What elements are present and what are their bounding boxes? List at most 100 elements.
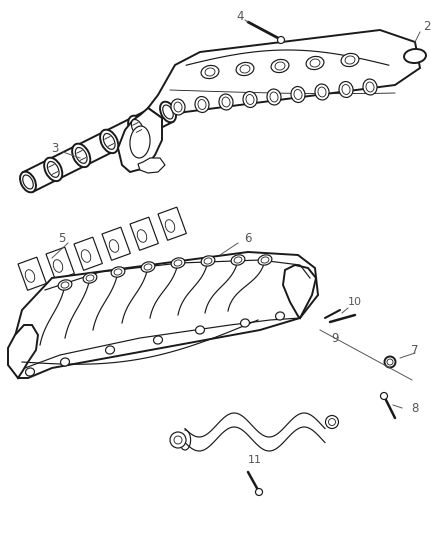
Ellipse shape <box>47 161 59 177</box>
Ellipse shape <box>342 85 350 94</box>
Ellipse shape <box>310 59 320 67</box>
Polygon shape <box>138 158 165 173</box>
Text: 9: 9 <box>331 332 339 344</box>
Ellipse shape <box>404 49 426 63</box>
Ellipse shape <box>205 68 215 76</box>
Ellipse shape <box>60 358 70 366</box>
Ellipse shape <box>258 255 272 265</box>
Ellipse shape <box>231 255 245 265</box>
Ellipse shape <box>137 230 147 243</box>
Ellipse shape <box>58 280 72 290</box>
Ellipse shape <box>144 264 152 270</box>
Text: 6: 6 <box>244 231 252 245</box>
Ellipse shape <box>171 258 185 268</box>
Ellipse shape <box>278 36 285 44</box>
Ellipse shape <box>294 90 302 100</box>
Polygon shape <box>8 325 38 378</box>
Text: 5: 5 <box>58 231 66 245</box>
Ellipse shape <box>130 126 150 158</box>
Ellipse shape <box>109 240 119 252</box>
Ellipse shape <box>325 416 339 429</box>
Ellipse shape <box>25 368 35 376</box>
Ellipse shape <box>204 258 212 264</box>
Ellipse shape <box>25 270 35 282</box>
Ellipse shape <box>131 119 143 135</box>
Bar <box>18 257 46 290</box>
Ellipse shape <box>160 102 176 123</box>
Ellipse shape <box>75 148 87 163</box>
Ellipse shape <box>236 62 254 76</box>
Text: 8: 8 <box>411 401 419 415</box>
Ellipse shape <box>255 489 262 496</box>
Ellipse shape <box>81 249 91 262</box>
Ellipse shape <box>339 82 353 98</box>
Ellipse shape <box>171 99 185 115</box>
Ellipse shape <box>243 92 257 108</box>
Ellipse shape <box>261 257 269 263</box>
Polygon shape <box>283 265 316 318</box>
Ellipse shape <box>275 62 285 70</box>
Ellipse shape <box>276 312 284 320</box>
Ellipse shape <box>106 346 114 354</box>
Polygon shape <box>148 30 420 118</box>
Ellipse shape <box>198 100 206 109</box>
Ellipse shape <box>111 267 125 277</box>
Ellipse shape <box>271 59 289 72</box>
Ellipse shape <box>83 273 97 283</box>
Bar <box>158 207 187 240</box>
Ellipse shape <box>20 172 36 192</box>
Ellipse shape <box>86 275 94 281</box>
Ellipse shape <box>366 82 374 92</box>
Text: 10: 10 <box>348 297 362 307</box>
Ellipse shape <box>174 260 182 266</box>
Bar <box>46 247 74 280</box>
Ellipse shape <box>44 158 62 181</box>
Ellipse shape <box>103 133 115 149</box>
Ellipse shape <box>195 326 205 334</box>
Polygon shape <box>118 108 162 172</box>
Ellipse shape <box>291 86 305 102</box>
Ellipse shape <box>114 269 122 275</box>
Ellipse shape <box>72 144 90 167</box>
Ellipse shape <box>318 87 326 97</box>
Ellipse shape <box>201 256 215 266</box>
Bar <box>74 237 102 270</box>
Ellipse shape <box>387 359 393 365</box>
Ellipse shape <box>141 262 155 272</box>
Ellipse shape <box>345 56 355 64</box>
Ellipse shape <box>100 130 118 153</box>
Ellipse shape <box>174 436 182 444</box>
Polygon shape <box>23 102 173 192</box>
Ellipse shape <box>240 319 250 327</box>
Ellipse shape <box>341 53 359 67</box>
Text: 3: 3 <box>51 141 59 155</box>
Ellipse shape <box>174 102 182 112</box>
Text: 4: 4 <box>236 11 244 23</box>
Ellipse shape <box>53 260 63 272</box>
Ellipse shape <box>381 392 388 400</box>
Ellipse shape <box>154 336 162 344</box>
Ellipse shape <box>315 84 329 100</box>
Text: 11: 11 <box>248 455 262 465</box>
Ellipse shape <box>385 357 396 367</box>
Ellipse shape <box>234 257 242 263</box>
Ellipse shape <box>201 66 219 78</box>
Ellipse shape <box>270 92 278 102</box>
Ellipse shape <box>240 65 250 73</box>
Ellipse shape <box>222 97 230 107</box>
Ellipse shape <box>267 89 281 105</box>
Ellipse shape <box>61 282 69 288</box>
Bar <box>130 217 159 251</box>
Polygon shape <box>10 252 318 378</box>
Ellipse shape <box>363 79 377 95</box>
Bar <box>102 227 131 260</box>
Text: 2: 2 <box>423 20 431 34</box>
Ellipse shape <box>246 94 254 104</box>
Ellipse shape <box>195 96 209 112</box>
Ellipse shape <box>328 418 336 425</box>
Text: 7: 7 <box>411 343 419 357</box>
Ellipse shape <box>219 94 233 110</box>
Ellipse shape <box>306 56 324 70</box>
Ellipse shape <box>23 175 33 189</box>
Ellipse shape <box>128 116 146 139</box>
